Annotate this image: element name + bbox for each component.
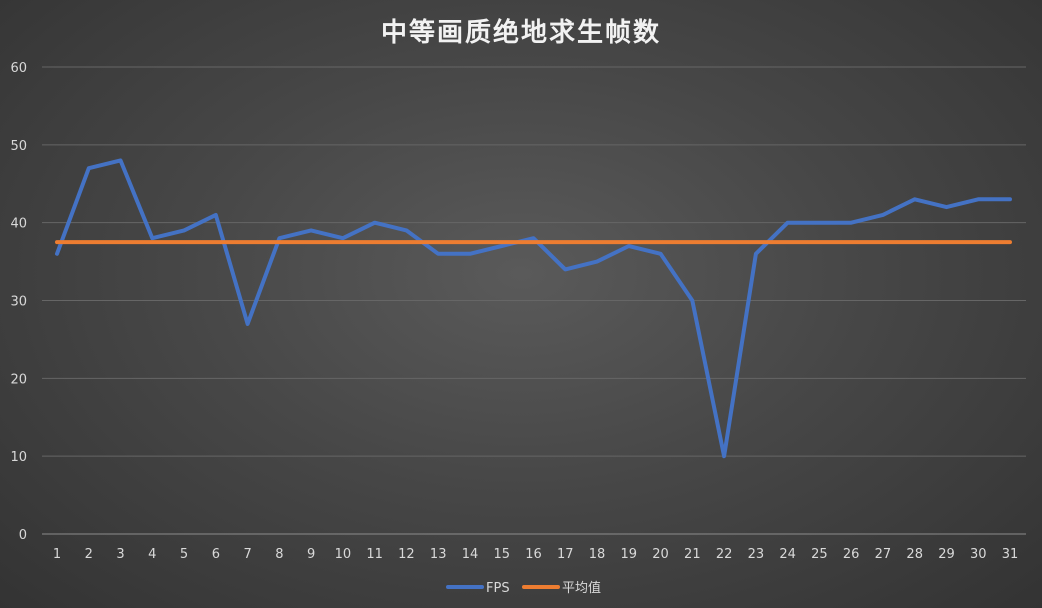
x-tick-label: 1 <box>53 547 61 562</box>
series-lines <box>55 158 1012 459</box>
x-tick-label: 20 <box>652 547 669 562</box>
x-tick-label: 8 <box>275 547 283 562</box>
y-tick-label: 20 <box>10 372 27 387</box>
y-tick-label: 10 <box>10 450 27 465</box>
chart-title: 中等画质绝地求生帧数 <box>380 18 661 48</box>
x-tick-label: 13 <box>430 547 447 562</box>
x-tick-label: 16 <box>525 547 542 562</box>
x-tick-label: 9 <box>307 547 315 562</box>
x-tick-label: 6 <box>212 547 220 562</box>
y-tick-label: 60 <box>10 61 27 76</box>
y-tick-label: 40 <box>10 217 27 232</box>
x-tick-label: 25 <box>811 547 828 562</box>
x-tick-label: 22 <box>716 547 733 562</box>
x-tick-label: 11 <box>366 547 383 562</box>
legend: FPS 平均值 <box>446 580 601 596</box>
x-tick-label: 31 <box>1002 547 1019 562</box>
x-tick-label: 3 <box>116 547 124 562</box>
x-tick-label: 4 <box>148 547 156 562</box>
x-tick-label: 15 <box>493 547 510 562</box>
y-tick-label: 30 <box>10 295 27 310</box>
x-tick-label: 23 <box>748 547 765 562</box>
x-tick-label: 12 <box>398 547 415 562</box>
y-tick-label: 0 <box>19 528 27 543</box>
x-tick-label: 2 <box>85 547 93 562</box>
gridlines <box>42 66 1026 535</box>
x-axis-ticks: 1 2 3 4 5 6 7 8 9 10 11 12 13 14 15 16 17 18 19 20 21 22 23 24 2… <box>53 547 1018 562</box>
x-tick-label: 29 <box>938 547 955 562</box>
x-tick-label: 24 <box>779 547 796 562</box>
x-tick-label: 18 <box>589 547 606 562</box>
x-tick-label: 17 <box>557 547 574 562</box>
legend-label: 平均值 <box>562 580 601 596</box>
x-tick-label: 14 <box>462 547 479 562</box>
x-tick-label: 28 <box>906 547 923 562</box>
x-tick-label: 5 <box>180 547 188 562</box>
series-line-0 <box>55 158 1012 459</box>
x-tick-label: 26 <box>843 547 860 562</box>
x-tick-label: 21 <box>684 547 701 562</box>
x-tick-label: 30 <box>970 547 987 562</box>
x-tick-label: 10 <box>335 547 352 562</box>
y-tick-label: 50 <box>10 139 27 154</box>
x-tick-label: 19 <box>621 547 638 562</box>
x-tick-label: 7 <box>243 547 251 562</box>
y-axis-ticks: 0 10 20 30 40 50 60 <box>10 61 27 543</box>
x-tick-label: 27 <box>875 547 892 562</box>
legend-label: FPS <box>486 581 510 596</box>
